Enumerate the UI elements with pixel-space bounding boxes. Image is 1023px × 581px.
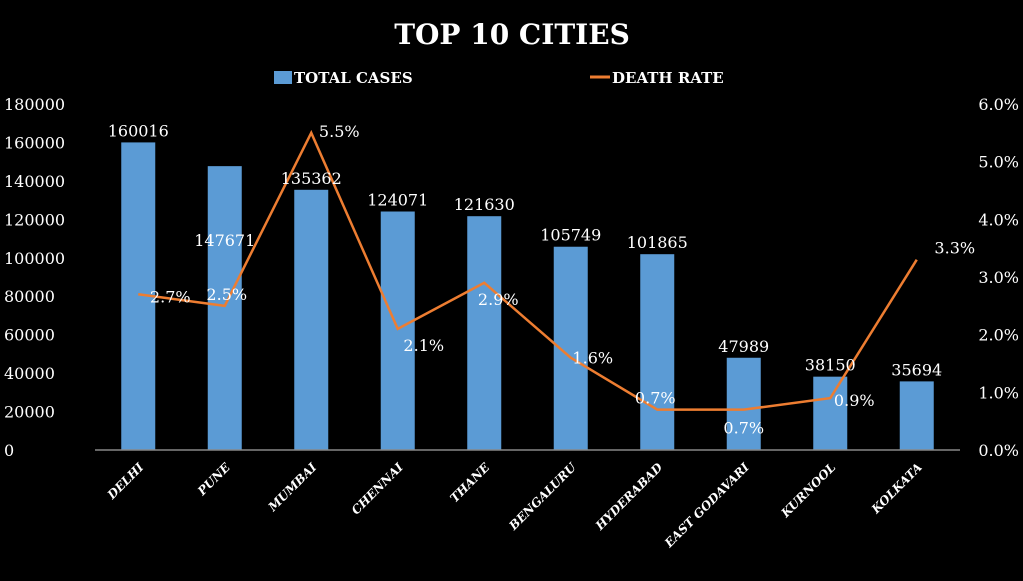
y-right-tick-label: 3.0% [978, 268, 1019, 287]
bar-data-label: 101865 [627, 233, 688, 252]
line-data-label: 2.7% [150, 287, 191, 306]
line-data-label: 0.7% [723, 419, 764, 438]
bar-kolkata [899, 381, 934, 450]
y-left-tick-label: 160000 [4, 133, 65, 152]
bar-thane [467, 216, 502, 450]
y-right-tick-label: 2.0% [978, 326, 1019, 345]
bar-chennai [380, 211, 415, 450]
y-right-tick-label: 6.0% [978, 95, 1019, 114]
x-tick-label: HYDERABAD [592, 460, 666, 534]
line-data-label: 2.5% [206, 285, 247, 304]
bar-data-label: 160016 [108, 121, 169, 140]
bar-data-label: 121630 [454, 195, 515, 214]
y-left-tick-label: 120000 [4, 210, 65, 229]
x-tick-label: KURNOOL [778, 460, 839, 521]
bar-data-label: 135362 [281, 169, 342, 188]
x-tick-label: DELHI [104, 460, 147, 503]
y-right-tick-label: 1.0% [978, 383, 1019, 402]
line-data-label: 5.5% [319, 122, 360, 141]
x-tick-label: PUNE [194, 460, 233, 499]
y-right-tick-label: 0.0% [978, 441, 1019, 460]
y-left-tick-label: 40000 [4, 364, 55, 383]
bar-data-label: 47989 [718, 337, 769, 356]
x-tick-label: KOLKATA [868, 460, 925, 517]
legend-label-death-rate: DEATH RATE [612, 69, 724, 87]
bar-pune [207, 166, 242, 450]
line-data-label: 2.1% [403, 336, 444, 355]
bar-east-godavari [726, 357, 761, 450]
bar-data-label: 105749 [540, 226, 601, 245]
x-tick-label: EAST GODAVARI [661, 460, 752, 551]
y-right-tick-label: 5.0% [978, 153, 1019, 172]
bar-data-label: 147671 [194, 231, 255, 250]
y-left-tick-label: 20000 [4, 403, 55, 422]
bar-data-label: 35694 [891, 360, 942, 379]
x-tick-label: MUMBAI [265, 460, 320, 515]
x-tick-label: BENGALURU [506, 459, 580, 533]
y-right-tick-label: 4.0% [978, 210, 1019, 229]
y-left-tick-label: 180000 [4, 95, 65, 114]
bar-data-label: 124071 [367, 191, 428, 210]
line-data-label: 0.7% [635, 389, 676, 408]
y-left-tick-label: 0 [4, 441, 14, 460]
x-tick-label: THANE [447, 460, 493, 506]
legend-label-total-cases: TOTAL CASES [294, 69, 413, 87]
bar-mumbai [294, 189, 329, 451]
x-tick-label: CHENNAI [349, 460, 406, 517]
bar-data-label: 38150 [805, 356, 856, 375]
line-data-label: 2.9% [478, 290, 519, 309]
y-left-tick-label: 100000 [4, 249, 65, 268]
legend-swatch-total-cases [274, 71, 292, 84]
bar-hyderabad [640, 254, 675, 450]
y-left-tick-label: 60000 [4, 326, 55, 345]
line-data-label: 3.3% [934, 239, 975, 258]
death-rate-line [138, 129, 918, 411]
chart-title: TOP 10 CITIES [394, 18, 630, 51]
y-left-tick-label: 80000 [4, 287, 55, 306]
line-data-label: 0.9% [834, 391, 875, 410]
y-left-tick-label: 140000 [4, 172, 65, 191]
bar-kurnool [813, 376, 848, 450]
line-data-label: 1.6% [572, 349, 613, 368]
legend: TOTAL CASES DEATH RATE [274, 69, 724, 87]
